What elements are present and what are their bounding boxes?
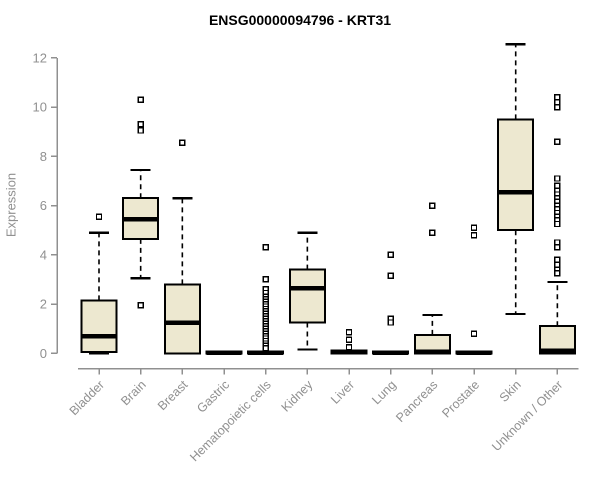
x-tick-label: Lung [369, 378, 399, 408]
y-tick-label: 12 [33, 50, 47, 65]
x-tick-label: Brain [118, 378, 149, 409]
outlier-point [262, 276, 269, 283]
outlier-point [429, 229, 436, 236]
y-tick-label: 2 [40, 297, 47, 312]
outlier-point [554, 175, 561, 182]
outlier-point [137, 127, 144, 134]
y-tick-label: 10 [33, 100, 47, 115]
x-tick-label: Liver [328, 378, 357, 407]
x-tick-label: Prostate [439, 378, 482, 421]
outlier-point [137, 302, 144, 309]
x-tick-label: Hematopoietic cells [187, 378, 274, 465]
outlier-point [137, 96, 144, 103]
outlier-point [179, 139, 186, 146]
outlier-point [554, 244, 561, 251]
x-tick-label: Bladder [67, 378, 107, 418]
outlier-point [429, 202, 436, 209]
y-tick-label: 8 [40, 149, 47, 164]
outlier-point [554, 220, 561, 228]
outlier-point [262, 244, 269, 251]
box-kidney [288, 268, 326, 324]
outlier-point [554, 138, 561, 145]
x-tick-label: Kidney [279, 377, 316, 414]
outlier-point [137, 121, 144, 128]
outlier-point [345, 343, 353, 351]
outlier-point [387, 251, 394, 259]
outlier-point [345, 329, 353, 336]
box-bladder [80, 299, 118, 354]
x-tick-label: Breast [155, 377, 191, 413]
outlier-point [470, 224, 478, 231]
box-breast [163, 283, 201, 355]
outlier-point [554, 270, 561, 277]
box-skin [497, 118, 535, 232]
y-tick-label: 6 [40, 198, 47, 213]
outlier-point [345, 336, 353, 343]
x-tick-label: Unknown / Other [489, 378, 565, 454]
x-tick-label: Skin [497, 378, 524, 405]
outlier-point [387, 319, 394, 326]
outlier-point [387, 272, 394, 279]
chart-title: ENSG00000094796 - KRT31 [208, 12, 392, 28]
outlier-point [554, 103, 561, 111]
outlier-point [95, 213, 103, 220]
x-tick-label: Pancreas [393, 378, 440, 425]
outlier-point [470, 330, 478, 337]
outlier-point [262, 345, 269, 352]
x-tick-label: Gastric [194, 378, 232, 416]
y-tick-label: 0 [40, 346, 47, 361]
outlier-point [470, 231, 478, 239]
y-tick-label: 4 [40, 247, 47, 262]
